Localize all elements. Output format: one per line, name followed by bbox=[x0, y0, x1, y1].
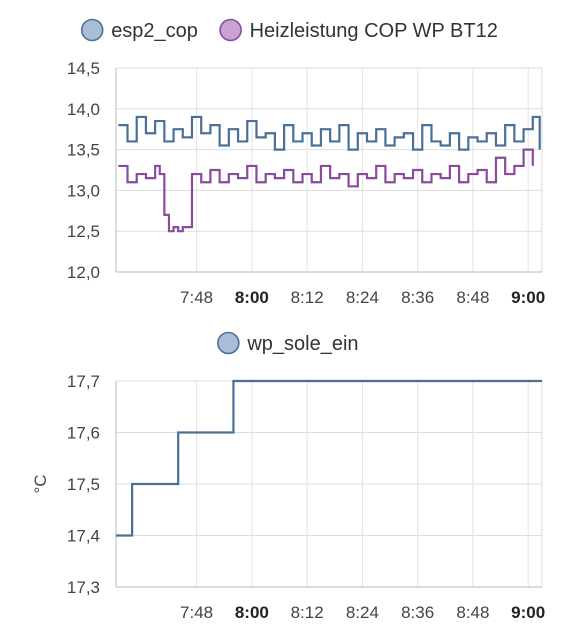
series-group bbox=[118, 115, 541, 233]
y-tick-label: 17,3 bbox=[67, 578, 100, 597]
x-tick-labels: 7:48 8:00 8:12 8:24 8:36 8:48 9:00 bbox=[180, 288, 545, 307]
y-tick-label: 12,5 bbox=[67, 222, 100, 241]
y-axis-unit: °C bbox=[31, 474, 50, 493]
x-tick-label: 9:00 bbox=[511, 603, 545, 622]
legend-item: Heizleistung COP WP BT12 bbox=[219, 18, 498, 42]
x-tick-label: 8:12 bbox=[291, 288, 324, 307]
legend-marker bbox=[80, 18, 104, 42]
x-tick-label: 8:00 bbox=[235, 603, 269, 622]
x-tick-label: 8:36 bbox=[401, 288, 434, 307]
series-line-0 bbox=[118, 115, 541, 151]
series-group bbox=[116, 379, 542, 537]
x-tick-label: 8:24 bbox=[346, 288, 379, 307]
y-tick-label: 17,5 bbox=[67, 475, 100, 494]
legend-label: esp2_cop bbox=[111, 20, 198, 42]
x-tick-label: 8:48 bbox=[456, 288, 489, 307]
x-tick-label: 9:00 bbox=[511, 288, 545, 307]
legend: wp_sole_ein bbox=[217, 331, 359, 355]
x-tick-label: 8:12 bbox=[291, 603, 324, 622]
y-tick-label: 17,4 bbox=[67, 527, 100, 546]
legend-item: esp2_cop bbox=[80, 18, 198, 42]
x-tick-label: 7:48 bbox=[180, 288, 213, 307]
y-tick-labels: 17,3 17,4 17,5 17,6 17,7 bbox=[67, 372, 100, 597]
y-tick-label: 13,5 bbox=[67, 141, 100, 160]
y-tick-label: 14,0 bbox=[67, 100, 100, 119]
legend-label: wp_sole_ein bbox=[246, 333, 358, 355]
x-tick-label: 7:48 bbox=[180, 603, 213, 622]
legend-item: wp_sole_ein bbox=[217, 331, 359, 355]
legend: esp2_cop Heizleistung COP WP BT12 bbox=[80, 18, 498, 42]
legend-marker bbox=[217, 331, 240, 355]
y-tick-label: 12,0 bbox=[67, 263, 100, 282]
x-tick-label: 8:00 bbox=[235, 288, 269, 307]
x-tick-label: 8:48 bbox=[456, 603, 489, 622]
x-tick-labels: 7:48 8:00 8:12 8:24 8:36 8:48 9:00 bbox=[180, 603, 545, 622]
chart-sole-ein: wp_sole_ein 17,3 17,4 17,5 17,6 17,7 7:48 8:00 8… bbox=[31, 331, 545, 622]
x-tick-label: 8:24 bbox=[346, 603, 379, 622]
y-tick-label: 17,7 bbox=[67, 372, 100, 391]
x-tick-label: 8:36 bbox=[401, 603, 434, 622]
grid bbox=[115, 380, 543, 588]
y-tick-label: 17,6 bbox=[67, 424, 100, 443]
legend-label: Heizleistung COP WP BT12 bbox=[250, 20, 498, 42]
y-tick-label: 13,0 bbox=[67, 181, 100, 200]
legend-marker bbox=[219, 18, 242, 42]
chart-cop: esp2_cop Heizleistung COP WP BT12 12,0 12,5… bbox=[67, 18, 545, 307]
series-line-0 bbox=[116, 379, 542, 537]
series-line-1 bbox=[118, 148, 534, 233]
y-tick-label: 14,5 bbox=[67, 59, 100, 78]
y-tick-labels: 12,0 12,5 13,0 13,5 14,0 14,5 bbox=[67, 59, 100, 282]
grid bbox=[115, 67, 543, 273]
